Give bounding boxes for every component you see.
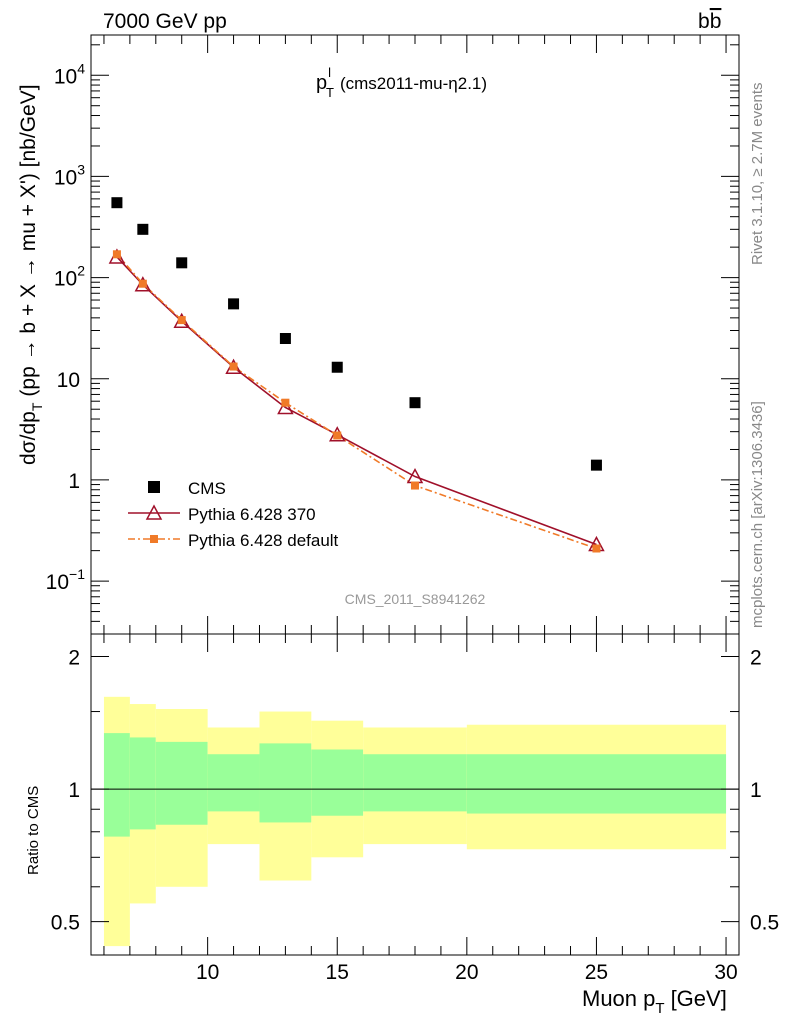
ratio-x-tick-label: 15 — [326, 961, 349, 984]
legend-label: Pythia 6.428 default — [188, 531, 339, 550]
data-point-cms — [176, 257, 188, 269]
x-axis-label-rest: [GeV] — [671, 986, 727, 1011]
ratio-x-tick-label: 30 — [714, 961, 737, 984]
legend: CMS Pythia 6.428 370 Pythia 6.428 default — [128, 479, 339, 550]
data-point-pythia-default — [281, 398, 290, 407]
main-y-label-sub: T — [29, 402, 45, 411]
data-point-cms — [228, 298, 240, 310]
data-point-cms — [590, 459, 602, 471]
data-point-pythia-default — [177, 316, 186, 325]
data-point-cms — [111, 197, 123, 209]
process-label-bbar: b — [710, 10, 722, 33]
process-label-b: b — [698, 10, 710, 33]
data-point-cms — [409, 397, 421, 409]
main-y-tick-label: 10 — [57, 369, 80, 392]
ratio-x-ticks: 10 15 20 25 30 — [103, 634, 738, 984]
ratio-y-ticks: 0.5 0.5 1 1 2 2 — [51, 647, 779, 935]
legend-marker-pythia-370 — [145, 504, 163, 520]
ratio-x-tick-label: 20 — [455, 961, 478, 984]
uncertainty-band-green — [103, 733, 130, 837]
main-y-tick-label: 102 — [54, 263, 85, 291]
data-point-pythia-370 — [277, 398, 294, 415]
ratio-y-tick-label: 1 — [68, 779, 80, 802]
ratio-y-tick-label: 1 — [750, 779, 762, 802]
plot-title-sub: T — [326, 85, 334, 100]
data-point-pythia-default — [592, 544, 601, 553]
plot-title-rest: (cms2011-mu-η2.1) — [340, 74, 487, 93]
ratio-x-tick-label: 25 — [585, 961, 608, 984]
rivet-version-text: Rivet 3.1.10, ≥ 2.7M events — [749, 83, 766, 266]
legend-marker-pythia-default — [150, 535, 158, 543]
legend-label: Pythia 6.428 370 — [188, 505, 316, 524]
main-y-label-rest: (pp → b + X → mu + X') [nb/GeV] — [17, 84, 40, 396]
uncertainty-band-green — [155, 741, 208, 825]
main-y-tick-label: 1 — [68, 470, 80, 493]
uncertainty-band-green — [311, 749, 364, 816]
data-point-cms — [137, 223, 149, 235]
main-y-label: dσ/dpT (pp → b + X → mu + X') [nb/GeV] — [17, 84, 45, 465]
x-axis-label-main: Muon p — [582, 986, 655, 1011]
ratio-y-tick-label: 2 — [750, 647, 762, 670]
legend-marker-cms — [148, 481, 160, 493]
main-y-tick-label: 104 — [54, 60, 85, 88]
data-point-pythia-default — [411, 481, 419, 490]
data-point-pythia-default — [138, 279, 147, 288]
ratio-bands — [103, 696, 727, 947]
process-label: bb — [698, 10, 721, 33]
main-y-tick-label: 103 — [54, 161, 85, 189]
data-point-pythia-default — [333, 431, 342, 440]
data-point-cms — [279, 333, 291, 345]
mcplots-reference-text: mcplots.cern.ch [arXiv:1306.3436] — [749, 401, 766, 628]
uncertainty-band-green — [207, 754, 260, 812]
x-axis-label-sub: T — [655, 1000, 664, 1017]
x-axis-label: Muon pT [GeV] — [582, 986, 727, 1017]
uncertainty-band-green — [129, 737, 156, 830]
ratio-y-label: Ratio to CMS — [25, 786, 42, 875]
main-y-tick-label: 10−1 — [46, 566, 86, 594]
plot-title-sup: l — [328, 65, 331, 80]
uncertainty-band-green — [363, 754, 467, 812]
plot-title-main: p — [316, 72, 327, 94]
uncertainty-band-green — [259, 743, 312, 823]
main-y-ticks: 10−1 1 10 102 103 104 — [46, 44, 739, 635]
ratio-y-tick-label: 0.5 — [51, 912, 80, 935]
data-point-pythia-default — [112, 250, 121, 259]
analysis-id: CMS_2011_S8941262 — [345, 591, 486, 607]
ratio-y-tick-label: 2 — [68, 647, 80, 670]
ratio-y-tick-label: 0.5 — [750, 912, 779, 935]
plot-title: pl T (cms2011-mu-η2.1) — [316, 65, 487, 100]
uncertainty-band-green — [466, 754, 727, 814]
main-y-label-main: dσ/dp — [17, 411, 40, 465]
series-line — [116, 256, 597, 546]
energy-label: 7000 GeV pp — [103, 10, 227, 33]
main-x-ticks — [103, 35, 727, 634]
ratio-x-tick-label: 10 — [196, 961, 219, 984]
data-point-pythia-default — [229, 362, 238, 371]
legend-label: CMS — [188, 479, 226, 498]
series-markers — [108, 197, 605, 553]
data-point-cms — [331, 361, 343, 373]
